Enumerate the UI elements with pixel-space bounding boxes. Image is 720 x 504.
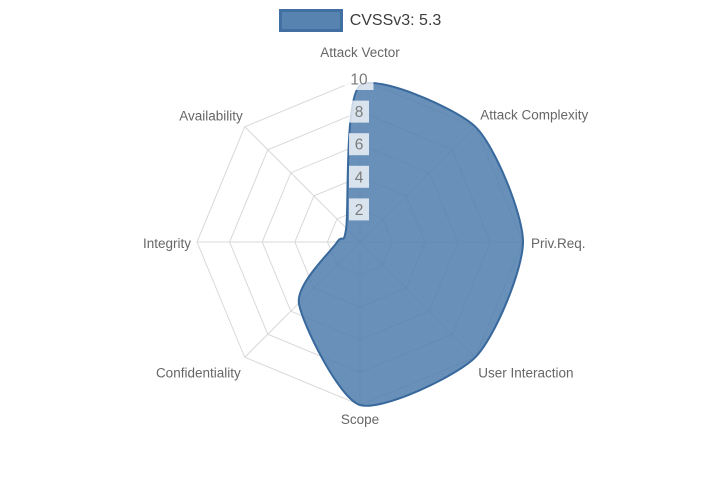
radial-tick-6: 6 (355, 137, 364, 154)
axis-label-priv-req: Priv.Req. (531, 236, 586, 251)
radial-tick-10: 10 (350, 72, 368, 89)
radial-tick-8: 8 (355, 104, 364, 121)
radial-tick-backdrop-4 (349, 165, 369, 188)
chart-legend: CVSSv3: 5.3 (0, 9, 720, 32)
radial-tick-2: 2 (355, 202, 364, 219)
axis-label-user-interaction: User Interaction (478, 365, 573, 380)
axis-spoke-availability (244, 126, 361, 243)
radial-tick-backdrop-8 (349, 100, 369, 123)
axis-label-confidentiality: Confidentiality (156, 365, 241, 380)
legend-label: CVSSv3: 5.3 (349, 11, 442, 29)
axis-label-attack-vector: Attack Vector (320, 45, 400, 60)
radial-tick-backdrop-6 (349, 133, 369, 156)
axis-label-attack-complexity: Attack Complexity (480, 108, 588, 123)
axis-label-integrity: Integrity (143, 236, 191, 251)
radial-tick-backdrop-2 (349, 198, 369, 221)
legend-swatch (278, 9, 343, 32)
axis-label-availability: Availability (179, 109, 243, 124)
radial-tick-backdrop-10 (344, 68, 374, 90)
axis-label-scope: Scope (341, 412, 379, 427)
radial-tick-4: 4 (355, 169, 364, 186)
legend-item-cvssv3[interactable]: CVSSv3: 5.3 (278, 9, 442, 32)
series-polygon-cvssv3[interactable] (297, 82, 524, 407)
